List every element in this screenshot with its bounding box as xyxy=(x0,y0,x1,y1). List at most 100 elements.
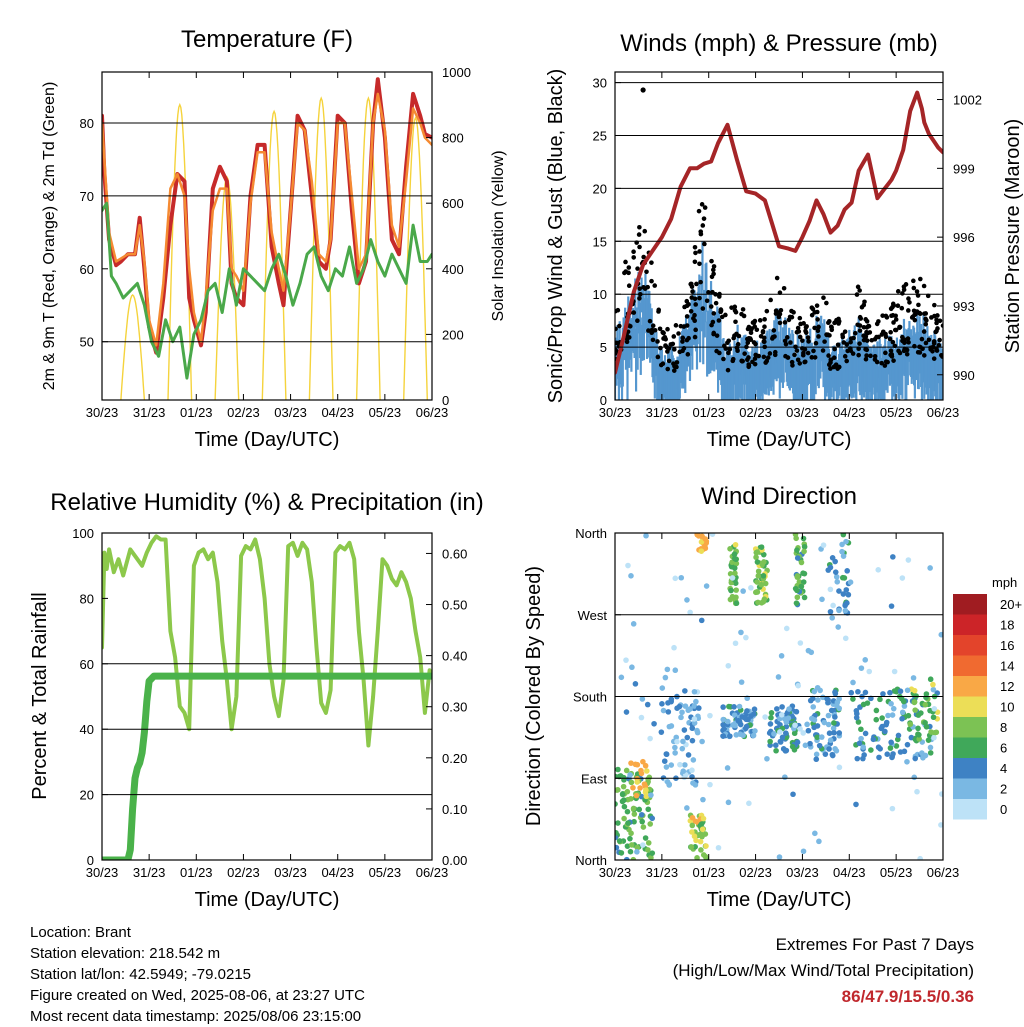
gust-outlier-point xyxy=(640,87,646,93)
legend-title: mph xyxy=(992,575,1017,590)
wind-direction-point xyxy=(836,705,843,712)
y-tick-label: South xyxy=(573,690,607,705)
gust-point xyxy=(727,346,733,352)
gust-point xyxy=(815,317,820,322)
wind-direction-point xyxy=(864,700,871,706)
wind-direction-point xyxy=(634,844,641,851)
y-tick-label: 0 xyxy=(87,853,94,868)
wind-direction-point xyxy=(853,801,859,808)
legend-label: 6 xyxy=(1000,741,1007,756)
gust-point xyxy=(740,307,746,312)
wind-direction-point xyxy=(923,694,929,701)
gust-point xyxy=(844,358,849,364)
plot-area xyxy=(102,534,432,860)
wind-direction-point xyxy=(938,791,943,797)
gust-point xyxy=(680,339,685,344)
gust-point xyxy=(693,250,698,256)
precipitation-line xyxy=(102,672,432,860)
gust-point xyxy=(716,318,722,323)
wind-direction-point xyxy=(800,570,806,577)
wind-direction-point xyxy=(663,751,670,757)
wind-direction-point xyxy=(771,731,777,737)
gust-point xyxy=(848,336,854,341)
gust-point xyxy=(752,356,758,361)
gust-point xyxy=(841,340,847,345)
wind-direction-point xyxy=(927,744,934,751)
legend-label: 12 xyxy=(1000,679,1014,694)
wind-direction-point xyxy=(877,746,883,752)
gust-point xyxy=(711,264,717,269)
gust-point xyxy=(891,320,896,325)
gust-point xyxy=(765,355,771,360)
gust-point xyxy=(879,360,884,366)
wind-direction-point xyxy=(829,615,836,621)
legend-swatch xyxy=(953,676,987,697)
wind-direction-point xyxy=(627,835,633,842)
gust-point xyxy=(692,296,698,302)
wind-direction-point xyxy=(875,567,882,573)
wind-direction-point xyxy=(795,682,801,689)
wind-direction-point xyxy=(835,624,842,630)
y-tick-label: 50 xyxy=(80,335,94,350)
wind-direction-point xyxy=(827,608,834,615)
wind-direction-point xyxy=(621,803,628,810)
wind-direction-point xyxy=(772,742,779,749)
gust-point xyxy=(805,335,811,340)
wind-direction-point xyxy=(760,573,767,579)
wind-direction-point xyxy=(630,856,637,860)
wind-direction-point xyxy=(630,621,637,627)
gust-point xyxy=(753,352,759,358)
wind-direction-point xyxy=(839,541,845,548)
wind-direction-point xyxy=(922,701,929,708)
gust-point xyxy=(676,331,681,336)
gust-point xyxy=(850,351,856,356)
gust-point xyxy=(911,278,916,284)
wind-direction-point xyxy=(643,793,650,800)
wind-direction-point xyxy=(699,738,705,745)
wind-direction-point xyxy=(844,568,851,574)
gust-point xyxy=(739,358,745,364)
gust-point xyxy=(921,329,927,334)
wind-direction-point xyxy=(860,755,866,762)
gust-point xyxy=(828,366,833,371)
wind-direction-point xyxy=(643,787,649,793)
wind-direction-point xyxy=(748,585,754,591)
extremes-subtitle: (High/Low/Max Wind/Total Precipitation) xyxy=(672,961,974,980)
gust-point xyxy=(777,320,783,326)
wind-direction-point xyxy=(615,766,621,773)
wind-direction-point xyxy=(912,755,919,762)
y2-tick-label: 0.60 xyxy=(442,546,467,561)
wind-direction-point xyxy=(684,805,690,811)
info-created: Figure created on Wed, 2025-08-06, at 23… xyxy=(30,987,365,1004)
legend-swatch xyxy=(953,778,987,799)
plot-frame xyxy=(101,71,433,401)
wind-direction-point xyxy=(621,815,627,822)
y-tick-label: North xyxy=(575,853,607,868)
gust-point xyxy=(709,258,714,264)
wind-direction-point xyxy=(884,751,891,757)
solar-insolation-line xyxy=(355,96,381,400)
gust-point xyxy=(674,360,680,365)
x-tick-label: 31/23 xyxy=(646,405,679,420)
wind-direction-point xyxy=(807,740,813,747)
wind-direction-point xyxy=(793,708,800,715)
gust-point xyxy=(702,205,708,210)
wind-direction-point xyxy=(631,818,637,825)
gust-point xyxy=(914,289,920,294)
wind-direction-point xyxy=(715,844,722,851)
wind-direction-point xyxy=(813,751,820,758)
gust-point xyxy=(626,283,632,289)
gust-point xyxy=(698,279,703,285)
wind-direction-point xyxy=(746,800,752,807)
wind-direction-point xyxy=(931,730,938,736)
wind-direction-point xyxy=(694,855,700,860)
wind-direction-point xyxy=(736,703,743,710)
wind-direction-point xyxy=(778,653,785,659)
wind-direction-point xyxy=(813,756,820,763)
wind-direction-point xyxy=(700,796,706,803)
wind-direction-point xyxy=(876,754,882,761)
gust-point xyxy=(710,267,716,273)
wind-direction-point xyxy=(731,565,738,571)
wind-direction-point xyxy=(696,705,702,711)
gust-point xyxy=(761,354,767,360)
